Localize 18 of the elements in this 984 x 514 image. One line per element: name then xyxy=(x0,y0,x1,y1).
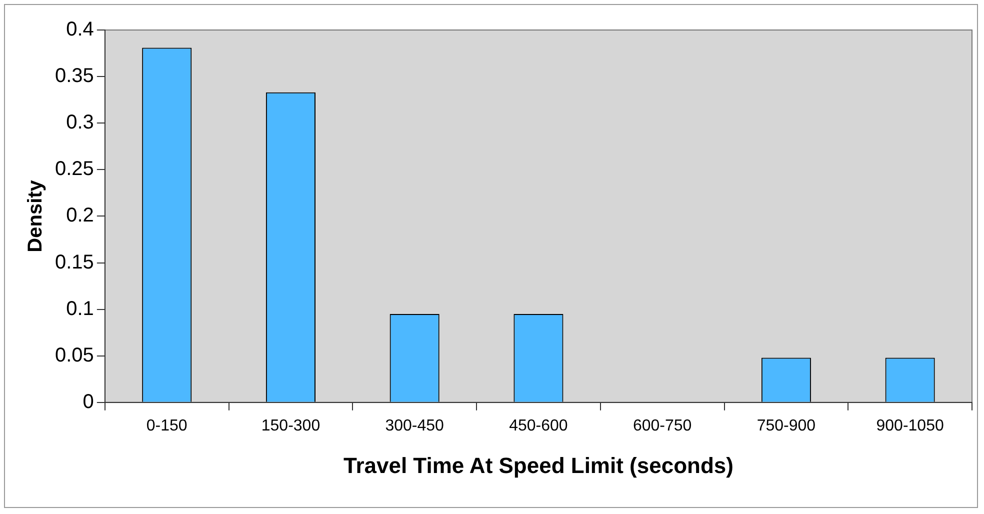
y-tick-label: 0.4 xyxy=(66,18,94,41)
x-tick-label: 600-750 xyxy=(632,417,692,434)
x-tick-label: 0-150 xyxy=(146,417,188,434)
y-tick-label: 0.05 xyxy=(54,344,94,366)
x-tick-label: 300-450 xyxy=(385,417,444,434)
y-tick-label: 0.35 xyxy=(54,65,94,88)
x-tick-label: 450-600 xyxy=(509,417,568,434)
y-tick-label: 0.3 xyxy=(66,112,94,134)
y-tick-label: 0.25 xyxy=(54,158,94,180)
y-tick-label: 0.15 xyxy=(54,251,94,274)
y-tick-label: 0.2 xyxy=(66,204,94,227)
x-axis-title: Travel Time At Speed Limit (seconds) xyxy=(343,452,734,478)
x-tick-label: 750-900 xyxy=(756,417,816,434)
y-tick-label: 0 xyxy=(82,390,94,413)
y-tick-label: 0.1 xyxy=(66,298,94,320)
x-tick-label: 150-300 xyxy=(261,417,320,434)
y-axis-title: Density xyxy=(24,179,47,252)
x-tick-label: 900-1050 xyxy=(876,417,944,434)
